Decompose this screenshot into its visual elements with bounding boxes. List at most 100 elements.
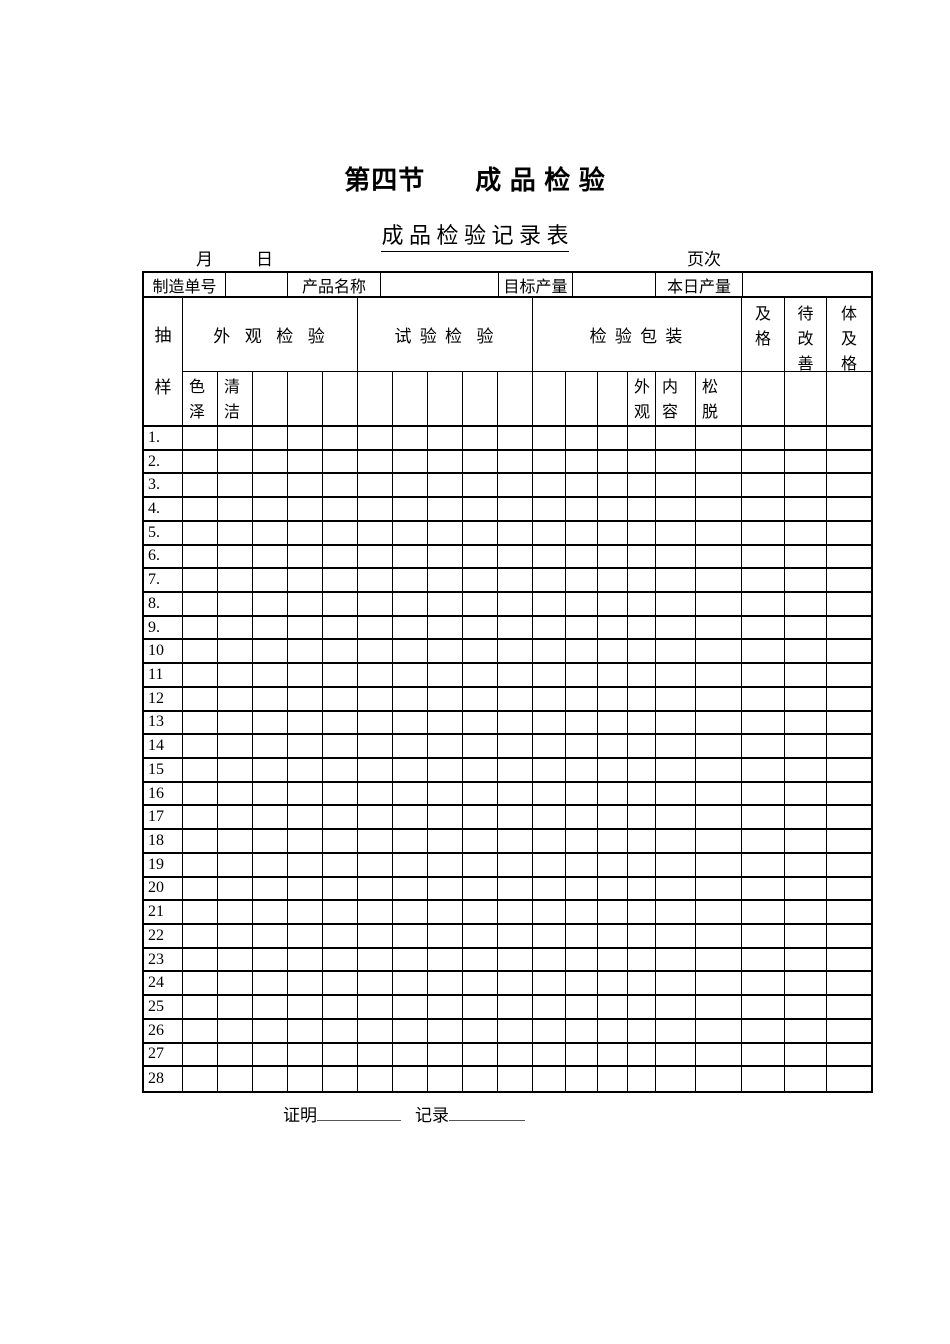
body-cell[interactable] (218, 924, 253, 947)
body-cell[interactable] (323, 640, 358, 663)
body-cell[interactable] (533, 1067, 566, 1091)
body-cell[interactable] (463, 853, 498, 876)
body-cell[interactable] (533, 687, 566, 710)
body-cell[interactable] (358, 806, 393, 829)
body-cell[interactable] (533, 996, 566, 1018)
body-cell[interactable] (288, 877, 323, 900)
body-cell[interactable] (566, 569, 598, 591)
body-cell[interactable] (253, 545, 288, 568)
body-cell[interactable] (253, 498, 288, 520)
body-cell[interactable] (533, 782, 566, 805)
body-cell[interactable] (428, 498, 463, 520)
body-cell[interactable] (566, 1067, 598, 1091)
body-cell[interactable] (656, 806, 696, 829)
body-cell[interactable] (696, 830, 742, 852)
body-cell[interactable] (253, 877, 288, 900)
body-cell[interactable] (498, 1043, 533, 1066)
body-cell[interactable] (218, 521, 253, 544)
body-cell[interactable] (463, 972, 498, 995)
body-cell[interactable] (183, 948, 218, 971)
body-cell[interactable] (498, 616, 533, 639)
body-cell[interactable] (696, 640, 742, 663)
body-cell[interactable] (628, 901, 656, 923)
body-cell[interactable] (323, 1067, 358, 1091)
body-cell[interactable] (696, 450, 742, 473)
body-cell[interactable] (498, 664, 533, 686)
body-cell[interactable] (218, 972, 253, 995)
body-cell[interactable] (598, 996, 628, 1018)
body-cell[interactable] (183, 664, 218, 686)
body-cell[interactable] (566, 521, 598, 544)
body-cell[interactable] (463, 687, 498, 710)
body-cell[interactable] (288, 996, 323, 1018)
body-cell[interactable] (288, 972, 323, 995)
body-cell[interactable] (288, 592, 323, 615)
body-cell[interactable] (358, 592, 393, 615)
body-cell[interactable] (253, 616, 288, 639)
body-cell[interactable] (785, 450, 827, 473)
body-cell[interactable] (785, 1067, 827, 1091)
body-cell[interactable] (218, 569, 253, 591)
body-cell[interactable] (288, 924, 323, 947)
body-cell[interactable] (463, 545, 498, 568)
body-cell[interactable] (358, 853, 393, 876)
body-cell[interactable] (656, 948, 696, 971)
body-cell[interactable] (533, 640, 566, 663)
body-cell[interactable] (533, 521, 566, 544)
target-output-field[interactable] (573, 273, 656, 296)
body-cell[interactable] (598, 664, 628, 686)
body-cell[interactable] (253, 687, 288, 710)
body-cell[interactable] (218, 782, 253, 805)
body-cell[interactable] (183, 782, 218, 805)
body-cell[interactable] (533, 427, 566, 449)
body-cell[interactable] (598, 877, 628, 900)
body-cell[interactable] (253, 924, 288, 947)
body-cell[interactable] (393, 450, 428, 473)
body-cell[interactable] (393, 806, 428, 829)
body-cell[interactable] (253, 711, 288, 734)
product-name-field[interactable] (381, 273, 499, 296)
body-cell[interactable] (827, 925, 871, 947)
body-cell[interactable] (253, 996, 288, 1018)
body-cell[interactable] (827, 617, 871, 639)
body-cell[interactable] (827, 1044, 871, 1066)
body-cell[interactable] (428, 711, 463, 734)
body-cell[interactable] (628, 711, 656, 734)
body-cell[interactable] (566, 592, 598, 615)
body-cell[interactable] (463, 664, 498, 686)
body-cell[interactable] (253, 640, 288, 663)
body-cell[interactable] (288, 427, 323, 449)
body-cell[interactable] (628, 569, 656, 591)
body-cell[interactable] (656, 427, 696, 449)
body-cell[interactable] (183, 521, 218, 544)
body-cell[interactable] (628, 782, 656, 805)
body-cell[interactable] (598, 948, 628, 971)
body-cell[interactable] (323, 877, 358, 900)
body-cell[interactable] (656, 1043, 696, 1066)
body-cell[interactable] (183, 996, 218, 1018)
body-cell[interactable] (742, 450, 785, 473)
body-cell[interactable] (533, 735, 566, 757)
body-cell[interactable] (428, 806, 463, 829)
body-cell[interactable] (598, 901, 628, 923)
body-cell[interactable] (428, 948, 463, 971)
body-cell[interactable] (498, 877, 533, 900)
body-cell[interactable] (253, 521, 288, 544)
body-cell[interactable] (288, 521, 323, 544)
body-cell[interactable] (696, 901, 742, 923)
body-cell[interactable] (742, 972, 785, 995)
body-cell[interactable] (428, 1043, 463, 1066)
body-cell[interactable] (628, 972, 656, 995)
body-cell[interactable] (827, 759, 871, 781)
body-cell[interactable] (463, 924, 498, 947)
body-cell[interactable] (428, 592, 463, 615)
body-cell[interactable] (696, 972, 742, 995)
body-cell[interactable] (498, 427, 533, 449)
body-cell[interactable] (628, 687, 656, 710)
body-cell[interactable] (533, 901, 566, 923)
body-cell[interactable] (358, 711, 393, 734)
body-cell[interactable] (463, 1067, 498, 1091)
body-cell[interactable] (428, 924, 463, 947)
body-cell[interactable] (533, 972, 566, 995)
body-cell[interactable] (323, 711, 358, 734)
